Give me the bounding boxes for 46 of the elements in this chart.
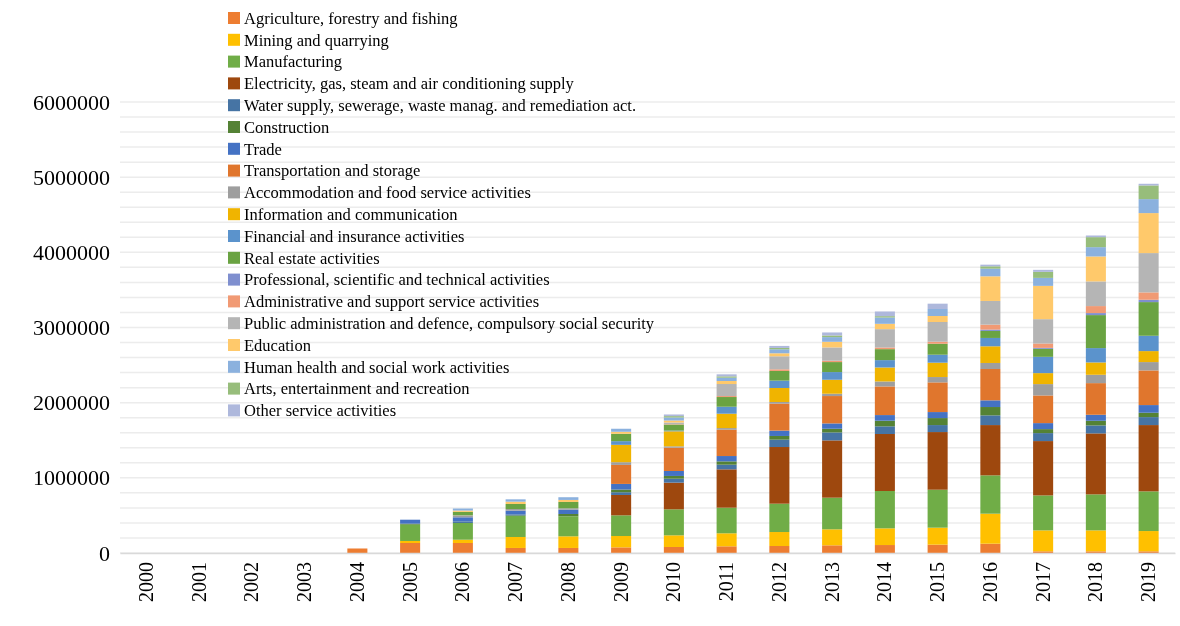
legend-label: Transportation and storage bbox=[244, 161, 421, 181]
y-tick-label: 1000000 bbox=[33, 465, 110, 491]
x-tick-label: 2011 bbox=[715, 562, 738, 602]
legend-label: Financial and insurance activities bbox=[244, 226, 465, 246]
x-tick-label: 2010 bbox=[662, 562, 685, 602]
x-tick-label: 2013 bbox=[820, 562, 843, 602]
legend-label: Real estate activities bbox=[244, 248, 380, 268]
legend-label: Water supply, sewerage, waste manag. and remediation act. bbox=[244, 95, 637, 115]
legend-label: Administrative and support service activities bbox=[244, 292, 540, 312]
legend-label: Accommodation and food service activities bbox=[244, 183, 531, 203]
legend-label: Professional, scientific and technical activities bbox=[244, 270, 550, 290]
x-tick-label: 2008 bbox=[556, 562, 579, 602]
legend-label: Information and communication bbox=[244, 204, 458, 224]
x-tick-label: 2019 bbox=[1137, 562, 1160, 602]
legend-label: Trade bbox=[244, 139, 282, 159]
x-tick-label: 2003 bbox=[293, 562, 316, 602]
x-tick-label: 2005 bbox=[398, 562, 421, 602]
x-tick-label: 2018 bbox=[1084, 562, 1107, 602]
legend-label: Construction bbox=[244, 117, 330, 137]
x-tick-label: 2009 bbox=[609, 562, 632, 602]
legend-label: Other service activities bbox=[244, 401, 397, 421]
x-tick-label: 2017 bbox=[1031, 562, 1054, 602]
legend-label: Arts, entertainment and recreation bbox=[244, 379, 470, 399]
legend-label: Education bbox=[244, 335, 311, 355]
legend-label: Mining and quarrying bbox=[244, 30, 389, 50]
y-tick-label: 5000000 bbox=[33, 164, 110, 190]
x-tick-label: 2015 bbox=[926, 562, 949, 602]
x-tick-label: 2000 bbox=[134, 562, 157, 602]
x-tick-label: 2006 bbox=[451, 562, 474, 602]
legend-label: Electricity, gas, steam and air conditioning supply bbox=[244, 74, 575, 94]
x-tick-label: 2002 bbox=[240, 562, 263, 602]
legend-label: Manufacturing bbox=[244, 52, 343, 72]
legend-label: Human health and social work activities bbox=[244, 357, 510, 377]
x-tick-label: 2014 bbox=[873, 562, 896, 602]
y-tick-label: 6000000 bbox=[33, 89, 110, 115]
x-tick-label: 2007 bbox=[504, 562, 527, 602]
legend-label: Public administration and defence, compulsory social security bbox=[244, 313, 655, 333]
y-tick-label: 0 bbox=[99, 540, 110, 566]
x-tick-label: 2016 bbox=[978, 562, 1001, 602]
y-tick-label: 4000000 bbox=[33, 239, 110, 265]
legend-label: Agriculture, forestry and fishing bbox=[244, 8, 458, 28]
y-tick-label: 3000000 bbox=[33, 315, 110, 341]
x-tick-label: 2001 bbox=[187, 562, 210, 602]
y-tick-label: 2000000 bbox=[33, 390, 110, 416]
x-tick-label: 2012 bbox=[767, 562, 790, 602]
x-tick-label: 2004 bbox=[345, 562, 368, 602]
